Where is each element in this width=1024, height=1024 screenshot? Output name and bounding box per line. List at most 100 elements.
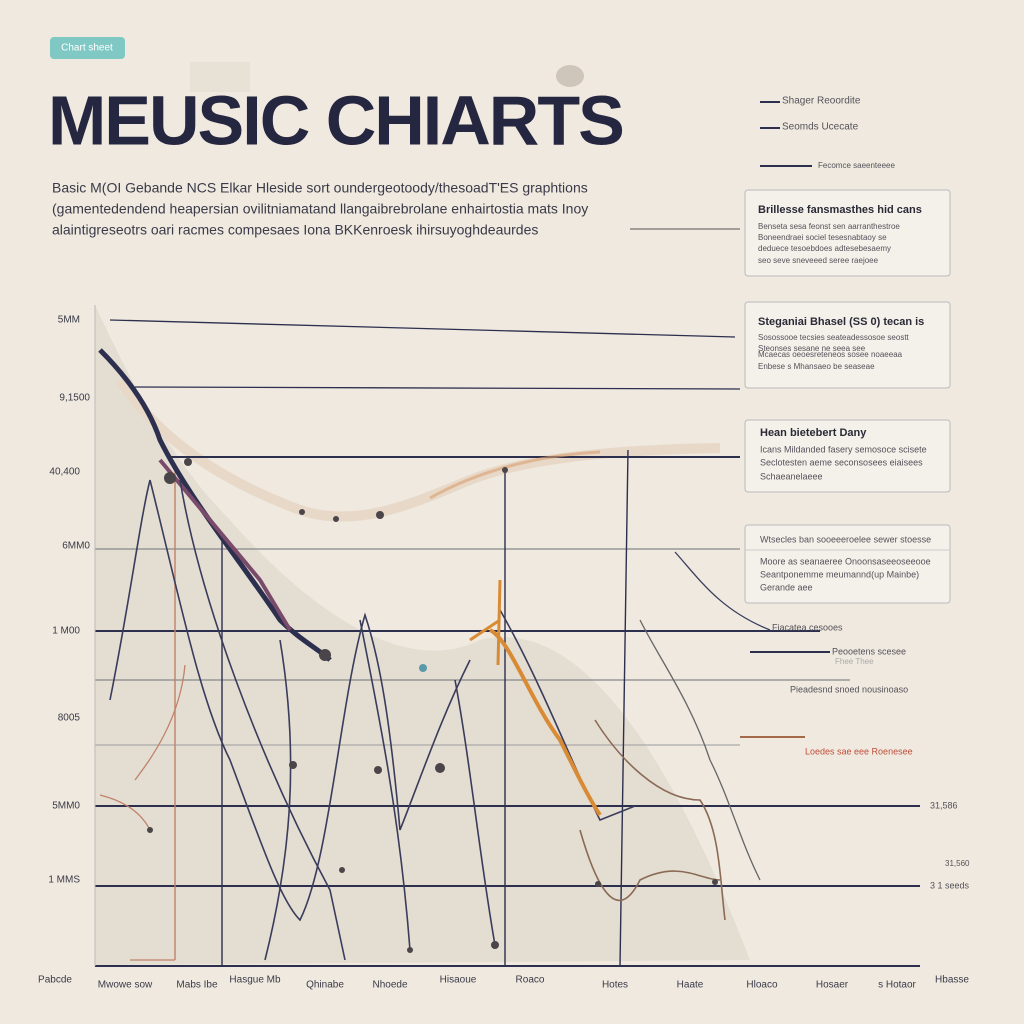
side-note: Shager Reoordite [782, 96, 861, 107]
callout-box [744, 301, 951, 389]
side-note: 31,560 [945, 859, 970, 868]
side-note: Peooetens scesee [832, 646, 906, 656]
y-label: 40,400 [49, 467, 80, 478]
y-label: 6MM0 [62, 541, 90, 552]
description: (gamentedendend heapersian ovilitniamata… [52, 201, 588, 217]
title: MEUSIC CHIARTS [48, 81, 623, 159]
dot [502, 467, 508, 473]
y-labels: 5MM 9,1500 40,400 6MM0 1 M00 8005 5MM0 1… [48, 315, 90, 886]
guide [109, 319, 736, 338]
callout-line: Seantponemme meumannd(up Mainbe) [760, 569, 919, 579]
decor [190, 62, 250, 92]
callout-line: Sosossooe tecsies seateadessosoe seostt [758, 333, 910, 342]
y-label: 1 M00 [52, 626, 80, 637]
side-note: Loedes sae eee Roenesee [805, 746, 913, 756]
dot [419, 664, 427, 672]
side-note: Fecomce saeenteeee [818, 161, 895, 170]
callout-box [744, 189, 951, 277]
x-label: Mwowe sow [98, 980, 153, 991]
series-line [179, 479, 411, 961]
dot [147, 827, 153, 833]
side-notes: Shager Reoordite Seomds Ucecate Fecomce … [772, 96, 970, 891]
guides [95, 319, 920, 967]
x-label: Hotes [602, 980, 628, 991]
x-label: Hisaoue [440, 975, 477, 986]
dot [319, 649, 331, 661]
series-line [639, 619, 761, 881]
series-line [158, 458, 292, 632]
dot [491, 941, 499, 949]
dot [712, 879, 718, 885]
tag-badge [50, 37, 125, 59]
x-label: Qhinabe [306, 980, 344, 991]
y-label: 5MM0 [52, 801, 80, 812]
tag: Chart sheet [61, 43, 113, 54]
callout-line: Schaeanelaeee [760, 471, 823, 481]
x-label: Hosaer [816, 980, 849, 991]
decor [556, 65, 584, 87]
dots [147, 458, 718, 953]
dot [333, 516, 339, 522]
series-line [99, 664, 186, 961]
x-labels: Pabcde Mwowe sow Mabs Ibe Hasgue Mb Qhin… [38, 975, 969, 991]
y-label: 5MM [58, 315, 80, 326]
x-label: Hbasse [935, 975, 969, 986]
callouts: Brillesse fansmasthes hid cans Benseta s… [744, 189, 951, 604]
y-label: 9,1500 [59, 393, 90, 404]
callout-box [744, 419, 951, 493]
side-note: Pieadesnd snoed nousinoaso [790, 684, 908, 694]
callout-title: Brillesse fansmasthes hid cans [758, 204, 922, 216]
x-label: Mabs Ibe [176, 980, 218, 991]
x-label: Hloaco [746, 980, 778, 991]
y-label: 1 MMS [48, 875, 80, 886]
leader [750, 101, 830, 653]
dot [407, 947, 413, 953]
side-note: 3 1 seeds [930, 880, 970, 890]
side-note: 31,586 [930, 800, 958, 810]
series-line [488, 628, 602, 817]
dot [164, 472, 176, 484]
callout-line: Mcaecas oeoesreteneos sosee noaeeaa [758, 350, 903, 359]
x-label: Nhoede [372, 980, 407, 991]
area [95, 305, 750, 965]
callout-line: Icans Mildanded fasery semosoce scisete [760, 444, 927, 454]
callout-line: seo seve sneveeed seree raejoee [758, 256, 879, 265]
callout-title: Hean bietebert Dany [760, 427, 867, 439]
callout-line: Seclotesten aeme seconsosees eiaisees [760, 457, 923, 467]
dot [435, 763, 445, 773]
dot [339, 867, 345, 873]
x-label: Haate [677, 980, 704, 991]
vline [619, 449, 629, 967]
guide [134, 386, 741, 390]
callout-line: deduece tesoebdoes adtesebesaemy [758, 244, 891, 253]
x-label: Roaco [516, 975, 545, 986]
callout-line: Steonses sesane ne seea see [758, 344, 866, 353]
series-line [109, 479, 471, 922]
series-line [579, 719, 726, 921]
dot [595, 881, 601, 887]
band [115, 377, 721, 522]
callout-title: Steganiai Bhasel (SS 0) tecan is [758, 316, 924, 328]
x-label: Hasgue Mb [229, 975, 281, 986]
callout-line: Benseta sesa feonst sen aarranthestroe [758, 222, 900, 231]
dot [299, 509, 305, 515]
callout-line: Gerande aee [760, 582, 813, 592]
side-note: Seomds Ucecate [782, 122, 859, 133]
dot [289, 761, 297, 769]
callout-line: Boneendraei sociel tesesnabtaoy se [758, 233, 887, 242]
side-note: Fiacatea cesooes [772, 622, 843, 632]
x-label: s Hotaor [878, 980, 916, 991]
callout-box [744, 524, 951, 604]
side-note: Fhee Thee [835, 657, 874, 666]
dot [376, 511, 384, 519]
description: alaintigreseotrs oari racmes compesaes I… [52, 222, 538, 238]
dot [184, 458, 192, 466]
series-line [469, 579, 502, 666]
series-line [429, 450, 601, 500]
callout-title: Wtsecles ban sooeeeroelee sewer stoesse [760, 534, 931, 544]
dot [374, 766, 382, 774]
description: Basic M(OI Gebande NCS Elkar Hleside sor… [52, 180, 588, 196]
series-line [674, 551, 771, 631]
x-label: Pabcde [38, 975, 72, 986]
